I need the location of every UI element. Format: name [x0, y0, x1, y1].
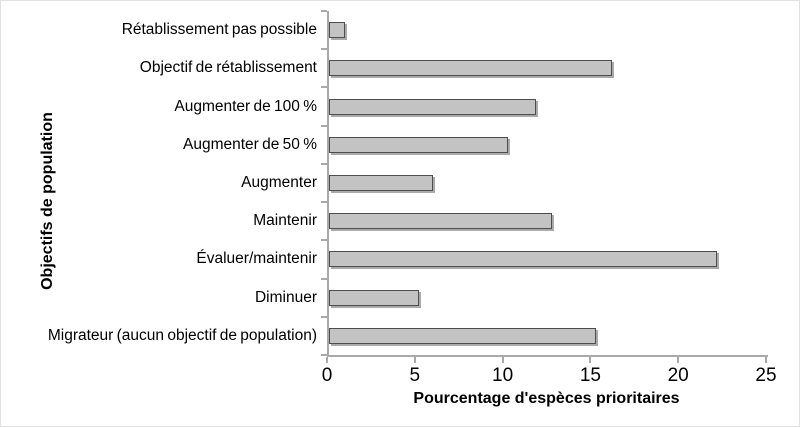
- bar-row: [329, 240, 768, 278]
- category-label: Migrateur (aucun objectif de population): [47, 326, 317, 344]
- bar: [329, 98, 537, 115]
- category-label: Augmenter: [241, 173, 317, 191]
- bar: [329, 60, 612, 77]
- x-axis-tick: [326, 357, 328, 363]
- y-axis-tick: [321, 86, 327, 89]
- bar-row: [329, 11, 768, 49]
- y-axis-tick: [321, 354, 327, 356]
- category-label: Rétablissement pas possible: [121, 21, 317, 39]
- bar: [329, 289, 419, 306]
- category-labels: Rétablissement pas possible Objectif de r…: [1, 11, 317, 355]
- x-axis-tick: [765, 357, 767, 363]
- x-axis-tick-label: 25: [755, 365, 777, 386]
- x-axis-tick: [501, 357, 504, 363]
- category-label: Évaluer/maintenir: [196, 250, 317, 268]
- bar: [329, 251, 718, 268]
- bar-row: [329, 164, 768, 202]
- y-axis-tick: [321, 10, 327, 12]
- bar: [329, 22, 345, 39]
- bar: [329, 136, 509, 153]
- y-axis-tick: [321, 277, 327, 280]
- bar-row: [329, 317, 768, 355]
- plot-rows: [329, 11, 768, 355]
- y-axis-tick: [321, 315, 327, 318]
- x-axis-tick-label: 20: [667, 365, 689, 386]
- y-axis-tick: [321, 48, 327, 51]
- y-axis-tick: [321, 124, 327, 127]
- bar: [329, 174, 433, 191]
- y-axis-tick: [321, 162, 327, 165]
- category-label: Augmenter de 100 %: [174, 97, 317, 115]
- x-axis-tick: [413, 357, 416, 363]
- bar: [329, 213, 552, 230]
- category-label: Objectif de rétablissement: [139, 59, 317, 77]
- category-label: Augmenter de 50 %: [182, 135, 317, 153]
- x-axis-tick-label: 0: [321, 365, 333, 386]
- x-axis-tick-label: 5: [409, 365, 421, 386]
- x-axis-tick: [589, 357, 592, 363]
- bar-row: [329, 202, 768, 240]
- bar-row: [329, 49, 768, 87]
- x-axis-tick-label: 15: [579, 365, 601, 386]
- x-axis-tick-label: 10: [492, 365, 514, 386]
- bar-row: [329, 126, 768, 164]
- bar: [329, 327, 596, 344]
- y-axis-tick: [321, 239, 327, 242]
- x-axis-ticks: 0 5 10 15 20 25: [322, 357, 777, 391]
- x-axis-title: Pourcentage d'espèces prioritaires: [413, 390, 680, 407]
- x-axis-tick: [677, 357, 680, 363]
- plot-area: [321, 10, 768, 357]
- category-label: Diminuer: [254, 288, 317, 306]
- category-label: Maintenir: [253, 212, 317, 230]
- y-axis-tick: [321, 201, 327, 204]
- bar-row: [329, 87, 768, 125]
- bar-row: [329, 279, 768, 317]
